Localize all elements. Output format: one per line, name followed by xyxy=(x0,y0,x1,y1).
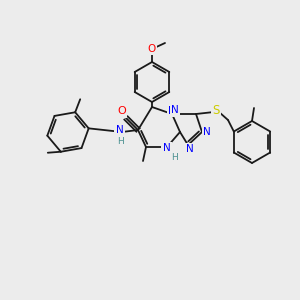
Text: N: N xyxy=(185,144,193,154)
Text: N: N xyxy=(204,127,212,137)
Text: S: S xyxy=(212,104,220,118)
Text: N: N xyxy=(168,106,176,116)
Text: N: N xyxy=(203,127,211,137)
Text: H: H xyxy=(117,136,123,146)
Text: N: N xyxy=(116,125,124,135)
Text: O: O xyxy=(118,107,126,117)
Text: S: S xyxy=(212,104,220,118)
Text: N: N xyxy=(163,143,171,153)
Text: O: O xyxy=(148,44,156,54)
Text: H: H xyxy=(171,152,179,162)
Text: H: H xyxy=(115,136,123,146)
Text: N: N xyxy=(162,144,170,154)
Text: O: O xyxy=(148,44,156,54)
Text: O: O xyxy=(118,106,126,116)
Text: N: N xyxy=(186,144,194,154)
Text: H: H xyxy=(172,152,178,161)
Text: N: N xyxy=(171,105,179,115)
Text: N: N xyxy=(115,126,123,136)
Text: N: N xyxy=(169,106,177,116)
